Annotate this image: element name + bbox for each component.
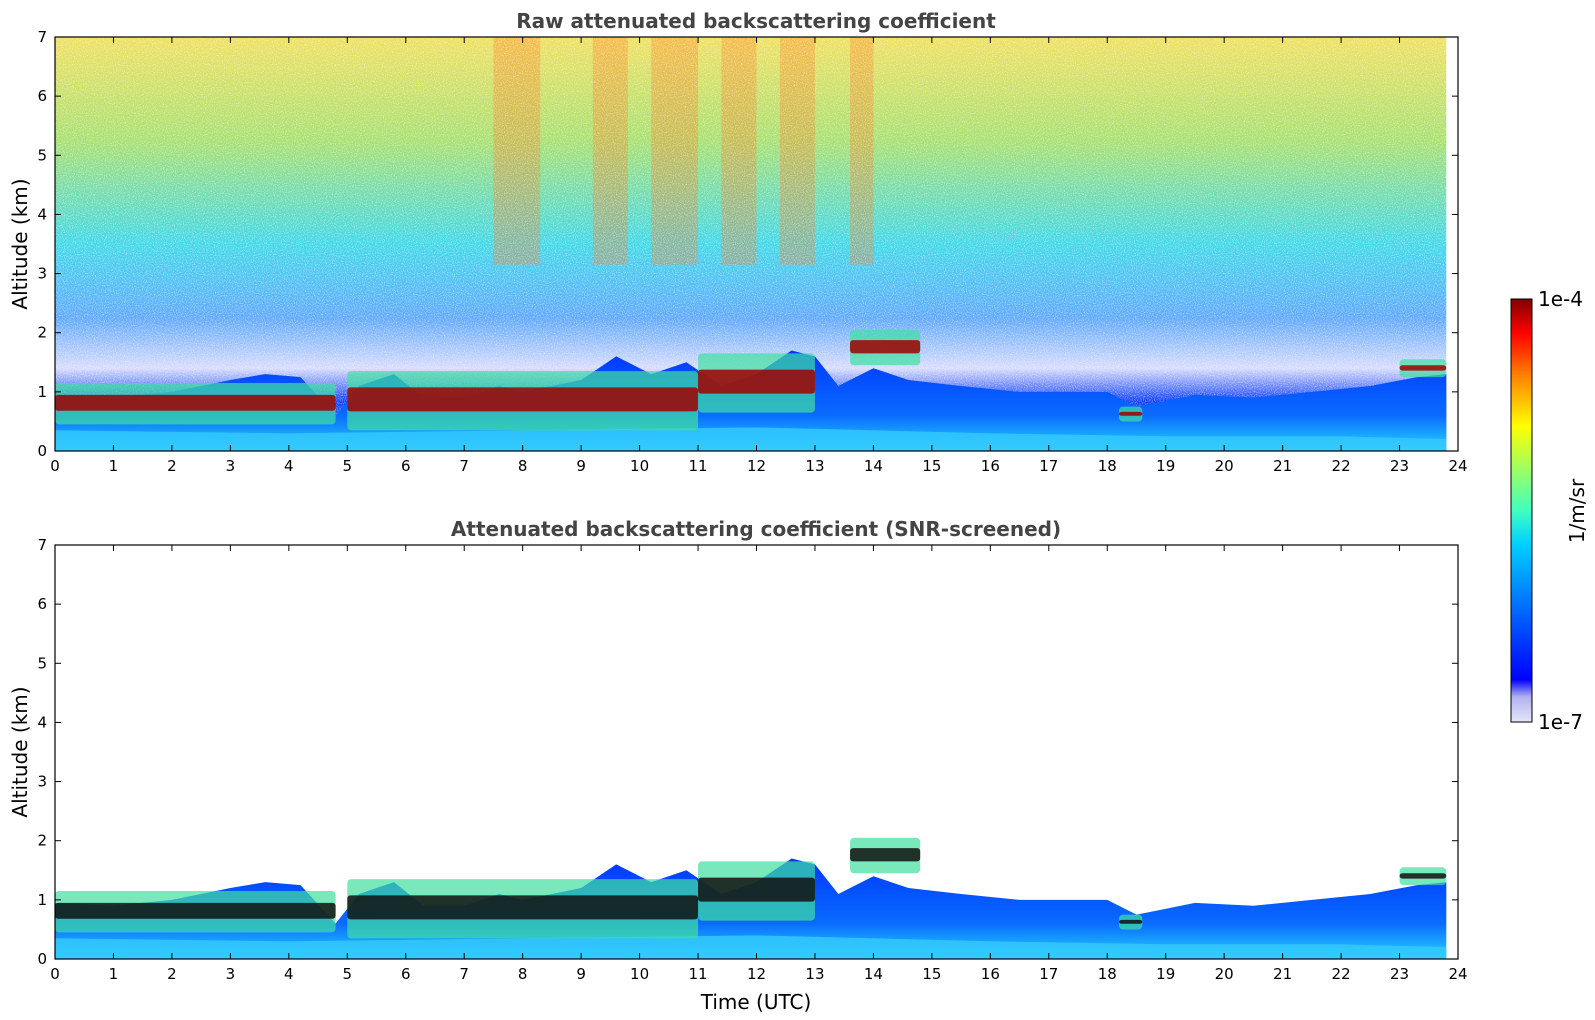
x-tick-label: 24 — [1448, 457, 1467, 475]
x-tick-label: 22 — [1332, 457, 1351, 475]
y-tick-label: 4 — [37, 713, 47, 731]
x-tick-label: 2 — [167, 965, 177, 983]
x-tick-label: 20 — [1215, 457, 1234, 475]
y-tick-label: 0 — [37, 442, 47, 460]
x-tick-label: 19 — [1156, 457, 1175, 475]
raw-backscatter-panel: Raw attenuated backscattering coefficien… — [8, 9, 1468, 475]
y-tick-label: 0 — [37, 950, 47, 968]
x-tick-label: 8 — [518, 457, 528, 475]
x-tick-label: 17 — [1039, 457, 1058, 475]
x-tick-label: 7 — [459, 457, 469, 475]
x-tick-label: 4 — [284, 457, 294, 475]
x-tick-label: 5 — [343, 457, 353, 475]
x-tick-label: 13 — [805, 965, 824, 983]
x-tick-label: 11 — [688, 457, 707, 475]
y-tick-label: 7 — [37, 536, 47, 554]
panel2-xlabel: Time (UTC) — [700, 990, 812, 1014]
x-tick-label: 24 — [1448, 965, 1467, 983]
x-tick-label: 18 — [1098, 457, 1117, 475]
colorbar-max-label: 1e-4 — [1538, 287, 1583, 311]
x-tick-label: 16 — [981, 965, 1000, 983]
y-tick-label: 7 — [37, 28, 47, 46]
x-tick-label: 18 — [1098, 965, 1117, 983]
x-tick-label: 0 — [50, 965, 60, 983]
x-tick-label: 16 — [981, 457, 1000, 475]
cloud-core-mark — [347, 387, 699, 412]
cloud-core-mark — [1399, 365, 1447, 371]
y-tick-label: 2 — [37, 832, 47, 850]
x-tick-label: 6 — [401, 965, 411, 983]
panel2-title: Attenuated backscattering coefficient (S… — [451, 517, 1061, 541]
y-tick-label: 5 — [37, 654, 47, 672]
cloud-core-mark — [347, 895, 699, 920]
x-tick-label: 2 — [167, 457, 177, 475]
x-tick-label: 10 — [630, 457, 649, 475]
x-tick-label: 6 — [401, 457, 411, 475]
colorbar: 1e-4 1e-7 1/m/sr — [1510, 287, 1589, 734]
x-tick-label: 3 — [226, 965, 236, 983]
colorbar-gradient — [1510, 298, 1533, 723]
cloud-core-mark — [55, 394, 336, 411]
cloud-core-mark — [1118, 919, 1143, 924]
x-tick-label: 21 — [1273, 457, 1292, 475]
y-tick-label: 3 — [37, 265, 47, 283]
y-tick-label: 2 — [37, 324, 47, 342]
x-tick-label: 1 — [109, 457, 119, 475]
x-tick-label: 12 — [747, 965, 766, 983]
cloud-core-mark — [698, 877, 815, 902]
x-tick-label: 13 — [805, 457, 824, 475]
panel1-title: Raw attenuated backscattering coefficien… — [516, 9, 996, 33]
snr-screened-panel: Attenuated backscattering coefficient (S… — [8, 517, 1468, 1014]
y-tick-label: 1 — [37, 891, 47, 909]
x-tick-label: 5 — [343, 965, 353, 983]
panel2-ticks: 0 1 2 3 4 5 6 7 8 9 10 11 12 13 14 15 16 17 18 19 20 21 22 23 24… — [37, 536, 1467, 983]
x-tick-label: 11 — [688, 965, 707, 983]
x-tick-label: 23 — [1390, 965, 1409, 983]
colorbar-min-label: 1e-7 — [1538, 710, 1583, 734]
x-tick-label: 22 — [1332, 965, 1351, 983]
cloud-core-mark — [1399, 873, 1447, 879]
surface-layer-mark — [55, 935, 1447, 959]
x-tick-label: 21 — [1273, 965, 1292, 983]
x-tick-label: 20 — [1215, 965, 1234, 983]
cloud-core-mark — [850, 340, 921, 354]
panel1-ticks: 0 1 2 3 4 5 6 7 8 9 10 11 12 13 14 15 16 17 18 19 20 21 22 23 24… — [37, 28, 1467, 475]
x-tick-label: 23 — [1390, 457, 1409, 475]
x-tick-label: 15 — [922, 457, 941, 475]
y-tick-label: 4 — [37, 205, 47, 223]
x-tick-label: 0 — [50, 457, 60, 475]
panel2-ylabel: Altitude (km) — [8, 686, 32, 817]
x-tick-label: 9 — [576, 457, 586, 475]
x-tick-label: 14 — [864, 457, 883, 475]
x-tick-label: 1 — [109, 965, 119, 983]
snr-screened-heatmap — [55, 837, 1447, 959]
x-tick-label: 19 — [1156, 965, 1175, 983]
cloud-core-mark — [850, 848, 921, 862]
x-tick-label: 14 — [864, 965, 883, 983]
x-tick-label: 15 — [922, 965, 941, 983]
x-tick-label: 10 — [630, 965, 649, 983]
colorbar-unit-label: 1/m/sr — [1565, 478, 1589, 543]
cloud-core-mark — [55, 902, 336, 919]
panel1-ylabel: Altitude (km) — [8, 178, 32, 309]
raw-backscatter-heatmap — [55, 37, 1447, 451]
y-tick-label: 6 — [37, 87, 47, 105]
y-tick-label: 1 — [37, 383, 47, 401]
x-tick-label: 8 — [518, 965, 528, 983]
x-tick-label: 3 — [226, 457, 236, 475]
x-tick-label: 9 — [576, 965, 586, 983]
cloud-core-mark — [1118, 411, 1143, 416]
x-tick-label: 17 — [1039, 965, 1058, 983]
y-tick-label: 5 — [37, 146, 47, 164]
y-tick-label: 3 — [37, 773, 47, 791]
surface-layer-mark — [55, 427, 1447, 451]
x-tick-label: 4 — [284, 965, 294, 983]
x-tick-label: 7 — [459, 965, 469, 983]
cloud-core-mark — [698, 369, 815, 394]
y-tick-label: 6 — [37, 595, 47, 613]
x-tick-label: 12 — [747, 457, 766, 475]
